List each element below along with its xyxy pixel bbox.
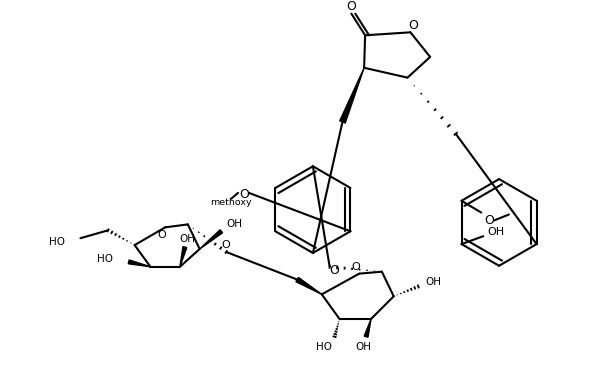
Polygon shape <box>364 319 371 337</box>
Text: OH: OH <box>355 342 371 351</box>
Text: OH: OH <box>226 219 242 230</box>
Text: HO: HO <box>315 342 331 351</box>
Text: O: O <box>158 230 167 240</box>
Polygon shape <box>339 68 364 123</box>
Text: O: O <box>408 19 418 32</box>
Polygon shape <box>180 246 187 267</box>
Polygon shape <box>129 260 151 267</box>
Text: HO: HO <box>49 237 65 247</box>
Text: O: O <box>484 214 494 227</box>
Text: HO: HO <box>97 254 113 264</box>
Text: OH: OH <box>425 277 441 286</box>
Polygon shape <box>296 277 322 295</box>
Text: methoxy: methoxy <box>210 198 252 207</box>
Polygon shape <box>200 230 223 249</box>
Text: O: O <box>222 240 231 250</box>
Text: O: O <box>330 264 339 277</box>
Text: OH: OH <box>180 234 196 244</box>
Text: OH: OH <box>488 227 504 237</box>
Text: O: O <box>239 188 249 201</box>
Text: O: O <box>346 0 356 13</box>
Text: O: O <box>351 262 360 272</box>
